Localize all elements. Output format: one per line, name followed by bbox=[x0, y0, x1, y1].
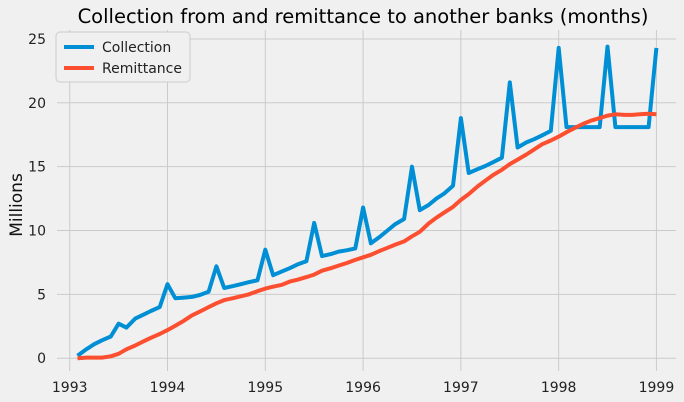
y-tick-label: 10 bbox=[28, 224, 46, 240]
x-axis-ticks: 1993 1994 1995 1996 1997 1998 1999 bbox=[52, 380, 674, 396]
chart-title: Collection from and remittance to anothe… bbox=[78, 5, 649, 28]
x-tick-label: 1997 bbox=[443, 380, 479, 396]
x-tick-label: 1995 bbox=[247, 380, 283, 396]
y-axis-ticks: 0 5 10 15 20 25 bbox=[28, 32, 46, 367]
legend-label-remittance: Remittance bbox=[102, 61, 182, 77]
y-tick-label: 5 bbox=[37, 287, 46, 303]
x-tick-label: 1994 bbox=[150, 380, 186, 396]
series-line-collection bbox=[76, 44, 659, 358]
series-line-remittance bbox=[77, 111, 657, 361]
y-tick-label: 25 bbox=[28, 32, 46, 48]
legend: Collection Remittance bbox=[55, 31, 191, 83]
y-tick-label: 0 bbox=[37, 351, 46, 367]
x-tick-label: 1993 bbox=[52, 380, 88, 396]
x-tick-label: 1996 bbox=[345, 380, 381, 396]
x-tick-label: 1998 bbox=[541, 380, 577, 396]
x-tick-label: 1999 bbox=[639, 380, 675, 396]
series-layer bbox=[76, 44, 659, 361]
y-tick-label: 15 bbox=[28, 160, 46, 176]
y-tick-label: 20 bbox=[28, 96, 46, 112]
vertical-gridlines bbox=[69, 30, 657, 371]
y-axis-label: Millions bbox=[7, 173, 27, 237]
legend-label-collection: Collection bbox=[102, 40, 171, 56]
